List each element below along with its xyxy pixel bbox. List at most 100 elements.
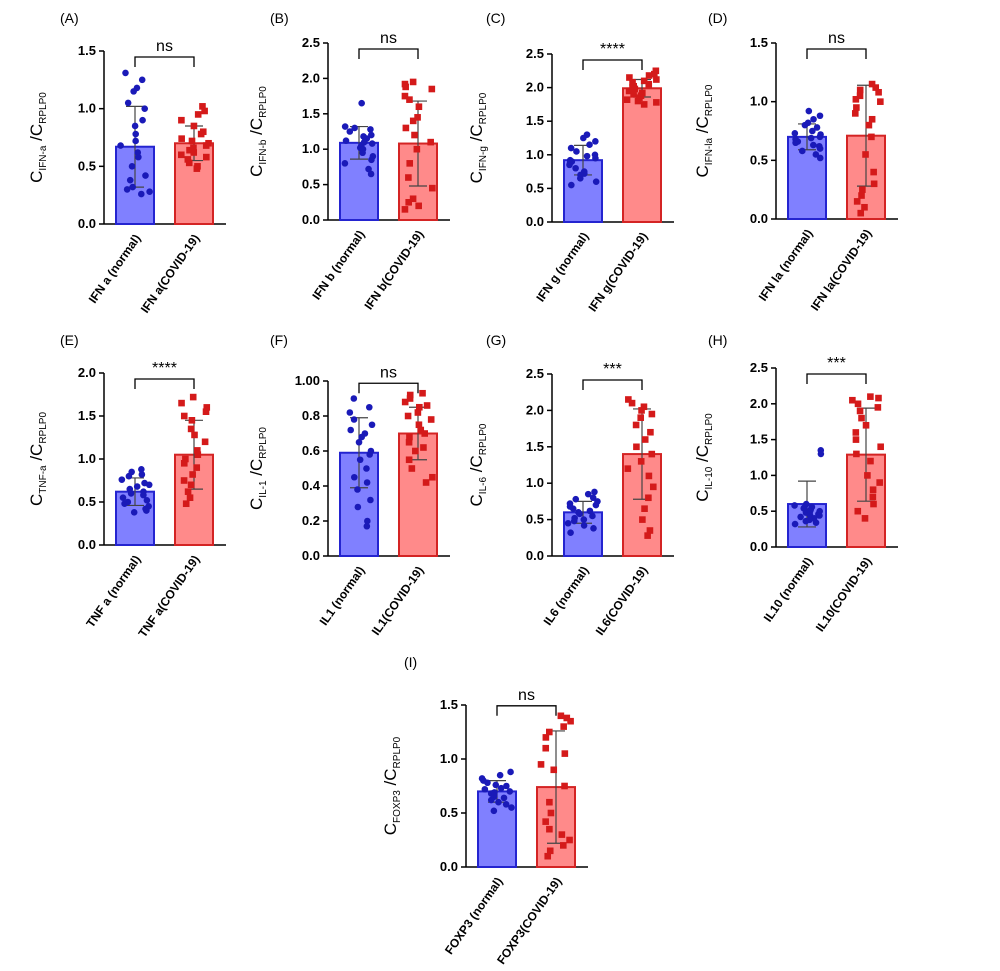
data-point-covid [546,798,553,806]
y-tick-label: 0.0 [78,537,96,552]
y-tick-label: 1.5 [78,408,96,423]
y-axis-label-sub2: RPLP0 [258,427,269,459]
data-point-covid [194,451,202,458]
data-point-covid [647,428,654,436]
data-point-normal [135,153,142,161]
y-tick-label: 0.0 [750,539,768,554]
y-axis-label-sub: IL-6 [478,477,489,495]
data-point-normal [130,509,138,516]
y-tick-label: 2.0 [302,70,320,85]
data-point-normal [366,451,374,458]
panel-label: (A) [60,10,79,26]
data-point-covid [646,527,654,534]
data-point-covid [417,426,425,434]
data-point-normal [507,768,514,776]
data-point-covid [567,717,574,725]
data-point-covid [559,842,567,849]
significance-label: *** [827,355,846,372]
data-point-covid [853,198,861,205]
data-point-normal [568,181,575,189]
data-point-normal [572,164,579,172]
data-point-covid [537,761,545,768]
y-axis-label-main: C [381,823,400,835]
x-tick-label: IL1 (normal) [317,564,368,628]
data-point-covid [868,115,876,123]
y-axis-label-sub: IFN-a [38,145,49,170]
data-point-normal [481,785,489,793]
data-point-normal [573,148,580,155]
significance-bracket [496,705,557,716]
data-point-covid [640,77,648,85]
y-tick-label: 2.0 [750,396,768,411]
significance-bracket [806,373,867,384]
data-point-covid [414,409,422,416]
data-point-covid [411,131,418,139]
panel-label: (F) [270,332,288,348]
panel-b: (B) CIFN-b /CRPLP0 0.0 0.5 1.0 1.5 2.0 2.5 IFN b… [247,10,450,312]
data-point-covid [427,416,435,423]
data-point-covid [186,494,194,501]
data-point-normal [137,190,145,198]
y-axis-label: CIFN-a /CRPLP0 [27,92,49,183]
significance-bracket [582,59,643,70]
data-point-normal [146,188,153,196]
data-point-normal [503,782,510,790]
data-point-normal [126,176,134,184]
panel-label: (E) [60,332,79,348]
data-point-normal [139,116,146,124]
data-point-normal [586,141,593,149]
data-point-covid [645,72,653,79]
data-point-normal [121,500,128,508]
data-point-normal [805,107,813,115]
y-tick-label: 0.5 [302,177,320,192]
data-point-covid [653,76,660,83]
data-point-covid [184,488,192,495]
data-point-covid [561,750,569,757]
data-point-covid [547,809,555,817]
y-tick-label: 1.0 [78,451,96,466]
data-point-covid [191,431,198,439]
data-point-covid [194,111,202,118]
x-tick-label: IFN g(COVID-19) [585,230,650,314]
data-point-covid [868,80,876,88]
x-tick-label: IL6 (normal) [541,564,592,628]
data-point-covid [201,438,209,446]
data-point-normal [492,781,500,789]
data-point-covid [546,825,553,833]
data-point-normal [495,798,502,806]
data-point-covid [429,184,436,192]
y-tick-label: 1.5 [750,432,768,447]
x-tick-label: IL6(COVID-19) [593,564,651,638]
y-axis-label-main: C [467,494,486,506]
y-axis-label-sub: FOXP3 [392,790,403,823]
data-point-covid [182,455,189,463]
y-axis-label-main: C [247,165,266,177]
data-point-covid [877,443,884,451]
y-tick-label: 2.0 [526,80,544,95]
data-point-covid [639,516,646,523]
data-point-normal [500,794,508,802]
data-point-covid [420,444,427,451]
panel-label: (I) [404,654,417,670]
data-point-normal [569,505,577,512]
data-point-normal [129,183,136,191]
data-point-normal [358,433,366,441]
data-point-normal [816,512,823,519]
data-point-covid [415,202,422,210]
data-point-covid [859,186,866,193]
data-point-normal [801,121,809,129]
data-point-covid [640,101,648,108]
data-point-covid [178,116,185,124]
data-point-covid [415,103,423,111]
significance-bracket [134,56,195,67]
y-axis-label-sub2: RPLP0 [38,92,49,124]
x-tick-label: IFN g (normal) [533,230,591,305]
data-point-covid [653,99,660,106]
data-point-normal [487,796,495,804]
data-point-covid [419,389,426,397]
data-point-covid [645,80,653,88]
y-axis-label-sep: /C [693,116,712,138]
data-point-covid [201,107,208,115]
data-point-covid [550,766,558,774]
y-tick-label: 1.0 [750,94,768,109]
